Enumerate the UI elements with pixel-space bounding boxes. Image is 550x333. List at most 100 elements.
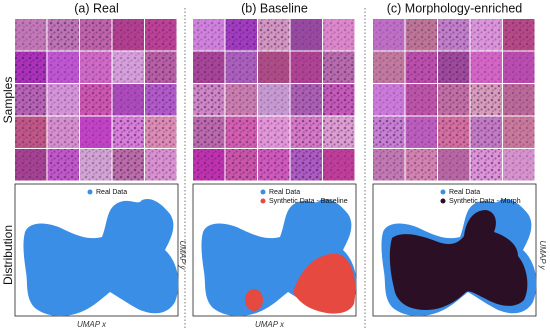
sample-tiles (15, 19, 535, 181)
tile-texture (225, 116, 257, 148)
legend-label: Real Data (269, 189, 300, 196)
synthetic-cloud (389, 210, 528, 310)
tile-texture (80, 19, 112, 51)
tile-texture (405, 19, 437, 51)
tile-texture (112, 149, 144, 181)
legend-label: Real Data (449, 189, 480, 196)
tile-texture (373, 116, 405, 148)
column-title: (b) Baseline (241, 1, 308, 15)
legend-label: Synthetic Data - Baseline (269, 198, 348, 205)
scatter-cloud (381, 198, 537, 316)
synthetic-cloud (293, 253, 356, 314)
tile-texture (193, 51, 225, 83)
tile-texture (80, 51, 112, 83)
tile-texture (258, 51, 290, 83)
tile-texture (405, 84, 437, 116)
tile-texture (290, 19, 322, 51)
tile-texture (112, 116, 144, 148)
tile-texture (258, 84, 290, 116)
scatter-cloud (201, 198, 357, 316)
x-axis-label: UMAP x (77, 320, 107, 329)
tile-texture (470, 116, 502, 148)
tile-texture (80, 84, 112, 116)
tile-texture (15, 51, 47, 83)
tile-texture (258, 149, 290, 181)
tile-texture (15, 84, 47, 116)
tile-texture (438, 116, 470, 148)
tile-texture (80, 149, 112, 181)
legend-label: Synthetic Data - Morph (449, 198, 521, 205)
tile-texture (193, 19, 225, 51)
legend-swatch (260, 198, 266, 204)
tile-texture (145, 51, 177, 83)
tile-texture (225, 84, 257, 116)
tile-texture (47, 19, 79, 51)
tile-texture (373, 84, 405, 116)
tile-texture (503, 149, 535, 181)
tile-texture (290, 84, 322, 116)
tile-texture (15, 149, 47, 181)
tile-texture (290, 51, 322, 83)
tile-texture (193, 116, 225, 148)
tile-texture (323, 19, 355, 51)
tile-texture (438, 149, 470, 181)
tile-texture (323, 51, 355, 83)
tile-texture (47, 149, 79, 181)
tile-texture (503, 116, 535, 148)
tile-texture (290, 116, 322, 148)
tile-texture (145, 149, 177, 181)
tile-texture (470, 19, 502, 51)
tile-texture (225, 149, 257, 181)
y-axis-label: UMAP y (538, 240, 547, 270)
tile-texture (290, 149, 322, 181)
tile-texture (503, 84, 535, 116)
tile-texture (470, 84, 502, 116)
tile-texture (438, 84, 470, 116)
tile-texture (47, 51, 79, 83)
tile-texture (47, 116, 79, 148)
tile-texture (438, 19, 470, 51)
tile-texture (258, 19, 290, 51)
tile-texture (258, 116, 290, 148)
legend-swatch (87, 189, 93, 195)
tile-texture (112, 84, 144, 116)
tile-texture (373, 149, 405, 181)
y-axis-label: UMAP y (178, 240, 187, 270)
legend-swatch (260, 189, 266, 195)
tile-texture (80, 116, 112, 148)
tile-texture (405, 116, 437, 148)
tile-texture (193, 149, 225, 181)
tile-texture (15, 19, 47, 51)
tile-texture (145, 116, 177, 148)
tile-texture (47, 84, 79, 116)
x-axis-label: UMAP x (255, 320, 285, 329)
tile-texture (438, 51, 470, 83)
row-label: Samples (1, 77, 15, 124)
tile-texture (112, 19, 144, 51)
tile-texture (193, 84, 225, 116)
tile-texture (503, 51, 535, 83)
tile-texture (470, 149, 502, 181)
tile-texture (470, 51, 502, 83)
tile-texture (225, 19, 257, 51)
tile-texture (225, 51, 257, 83)
tile-texture (145, 84, 177, 116)
tile-texture (145, 19, 177, 51)
column-title: (c) Morphology-enriched (387, 1, 523, 15)
tile-texture (373, 19, 405, 51)
column-title: (a) Real (74, 1, 118, 15)
tile-texture (405, 51, 437, 83)
tile-texture (323, 149, 355, 181)
tile-texture (373, 51, 405, 83)
tile-texture (405, 149, 437, 181)
row-label: Distribution (1, 225, 15, 285)
synthetic-cloud (245, 289, 263, 311)
tile-texture (112, 51, 144, 83)
columns: (a) Real Real Data UMAP x (b) Baseline Real … (14, 1, 547, 329)
tile-texture (323, 116, 355, 148)
legend-label: Real Data (96, 189, 127, 196)
legend-swatch (440, 198, 446, 204)
tile-texture (15, 116, 47, 148)
tile-texture (323, 84, 355, 116)
